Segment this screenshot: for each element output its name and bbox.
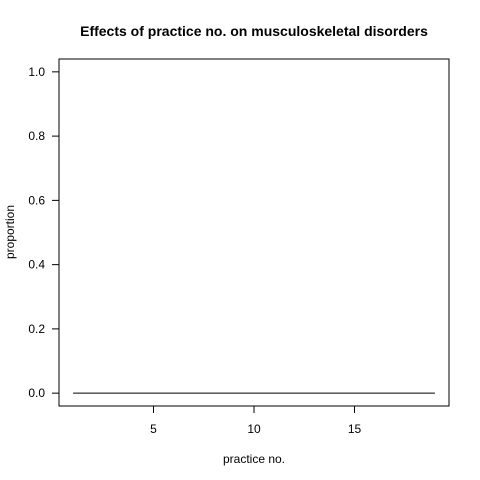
- y-axis-label: proportion: [3, 205, 17, 259]
- y-tick-label: 0.2: [28, 322, 45, 336]
- y-tick-label: 0.8: [28, 129, 45, 143]
- y-axis: 0.0 0.2 0.4 0.6 0.8 1.0: [28, 65, 59, 400]
- x-tick-label: 5: [150, 422, 157, 436]
- x-tick-label: 10: [247, 422, 261, 436]
- x-axis: 5 10 15: [150, 406, 362, 436]
- y-tick-label: 0.0: [28, 386, 45, 400]
- plot-frame: [58, 58, 450, 407]
- x-tick-label: 15: [348, 422, 362, 436]
- y-tick-label: 0.4: [28, 258, 45, 272]
- y-tick-label: 0.6: [28, 193, 45, 207]
- y-tick-label: 1.0: [28, 65, 45, 79]
- x-axis-label: practice no.: [223, 452, 285, 466]
- chart-title: Effects of practice no. on musculoskelet…: [80, 23, 428, 39]
